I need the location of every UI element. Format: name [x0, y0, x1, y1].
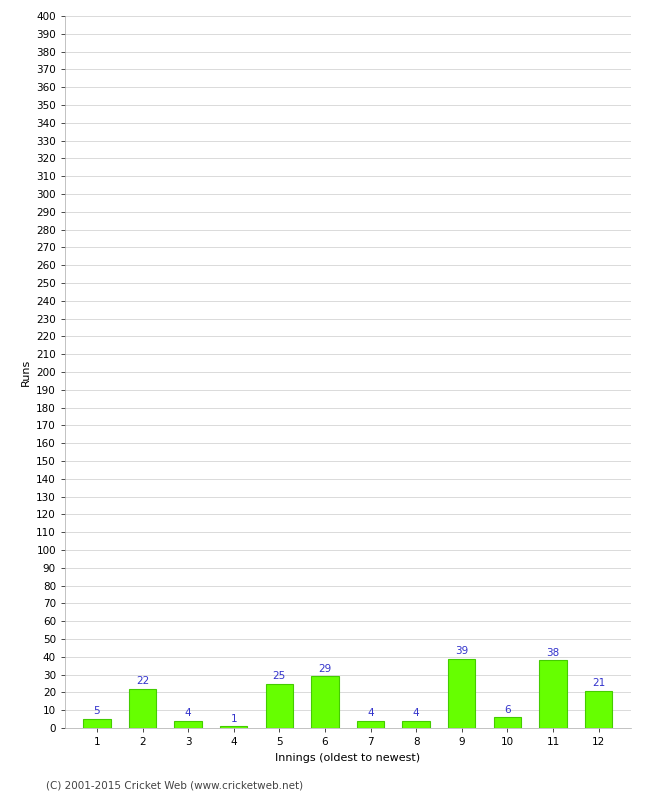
Text: 4: 4	[413, 708, 419, 718]
Text: 5: 5	[94, 706, 100, 717]
Bar	[174, 721, 202, 728]
Bar	[540, 660, 567, 728]
X-axis label: Innings (oldest to newest): Innings (oldest to newest)	[275, 753, 421, 762]
Bar	[83, 719, 111, 728]
Text: 25: 25	[273, 671, 286, 681]
Text: 39: 39	[455, 646, 469, 656]
Text: 6: 6	[504, 705, 511, 714]
Bar	[311, 676, 339, 728]
Bar	[266, 683, 293, 728]
Bar	[448, 658, 475, 728]
Text: 4: 4	[367, 708, 374, 718]
Text: 21: 21	[592, 678, 605, 688]
Text: 38: 38	[547, 648, 560, 658]
Bar	[220, 726, 248, 728]
Bar	[357, 721, 384, 728]
Bar	[585, 690, 612, 728]
Bar	[129, 689, 156, 728]
Text: 4: 4	[185, 708, 192, 718]
Text: (C) 2001-2015 Cricket Web (www.cricketweb.net): (C) 2001-2015 Cricket Web (www.cricketwe…	[46, 781, 303, 790]
Y-axis label: Runs: Runs	[21, 358, 31, 386]
Text: 1: 1	[231, 714, 237, 723]
Bar	[494, 718, 521, 728]
Bar	[402, 721, 430, 728]
Text: 29: 29	[318, 664, 332, 674]
Text: 22: 22	[136, 676, 149, 686]
